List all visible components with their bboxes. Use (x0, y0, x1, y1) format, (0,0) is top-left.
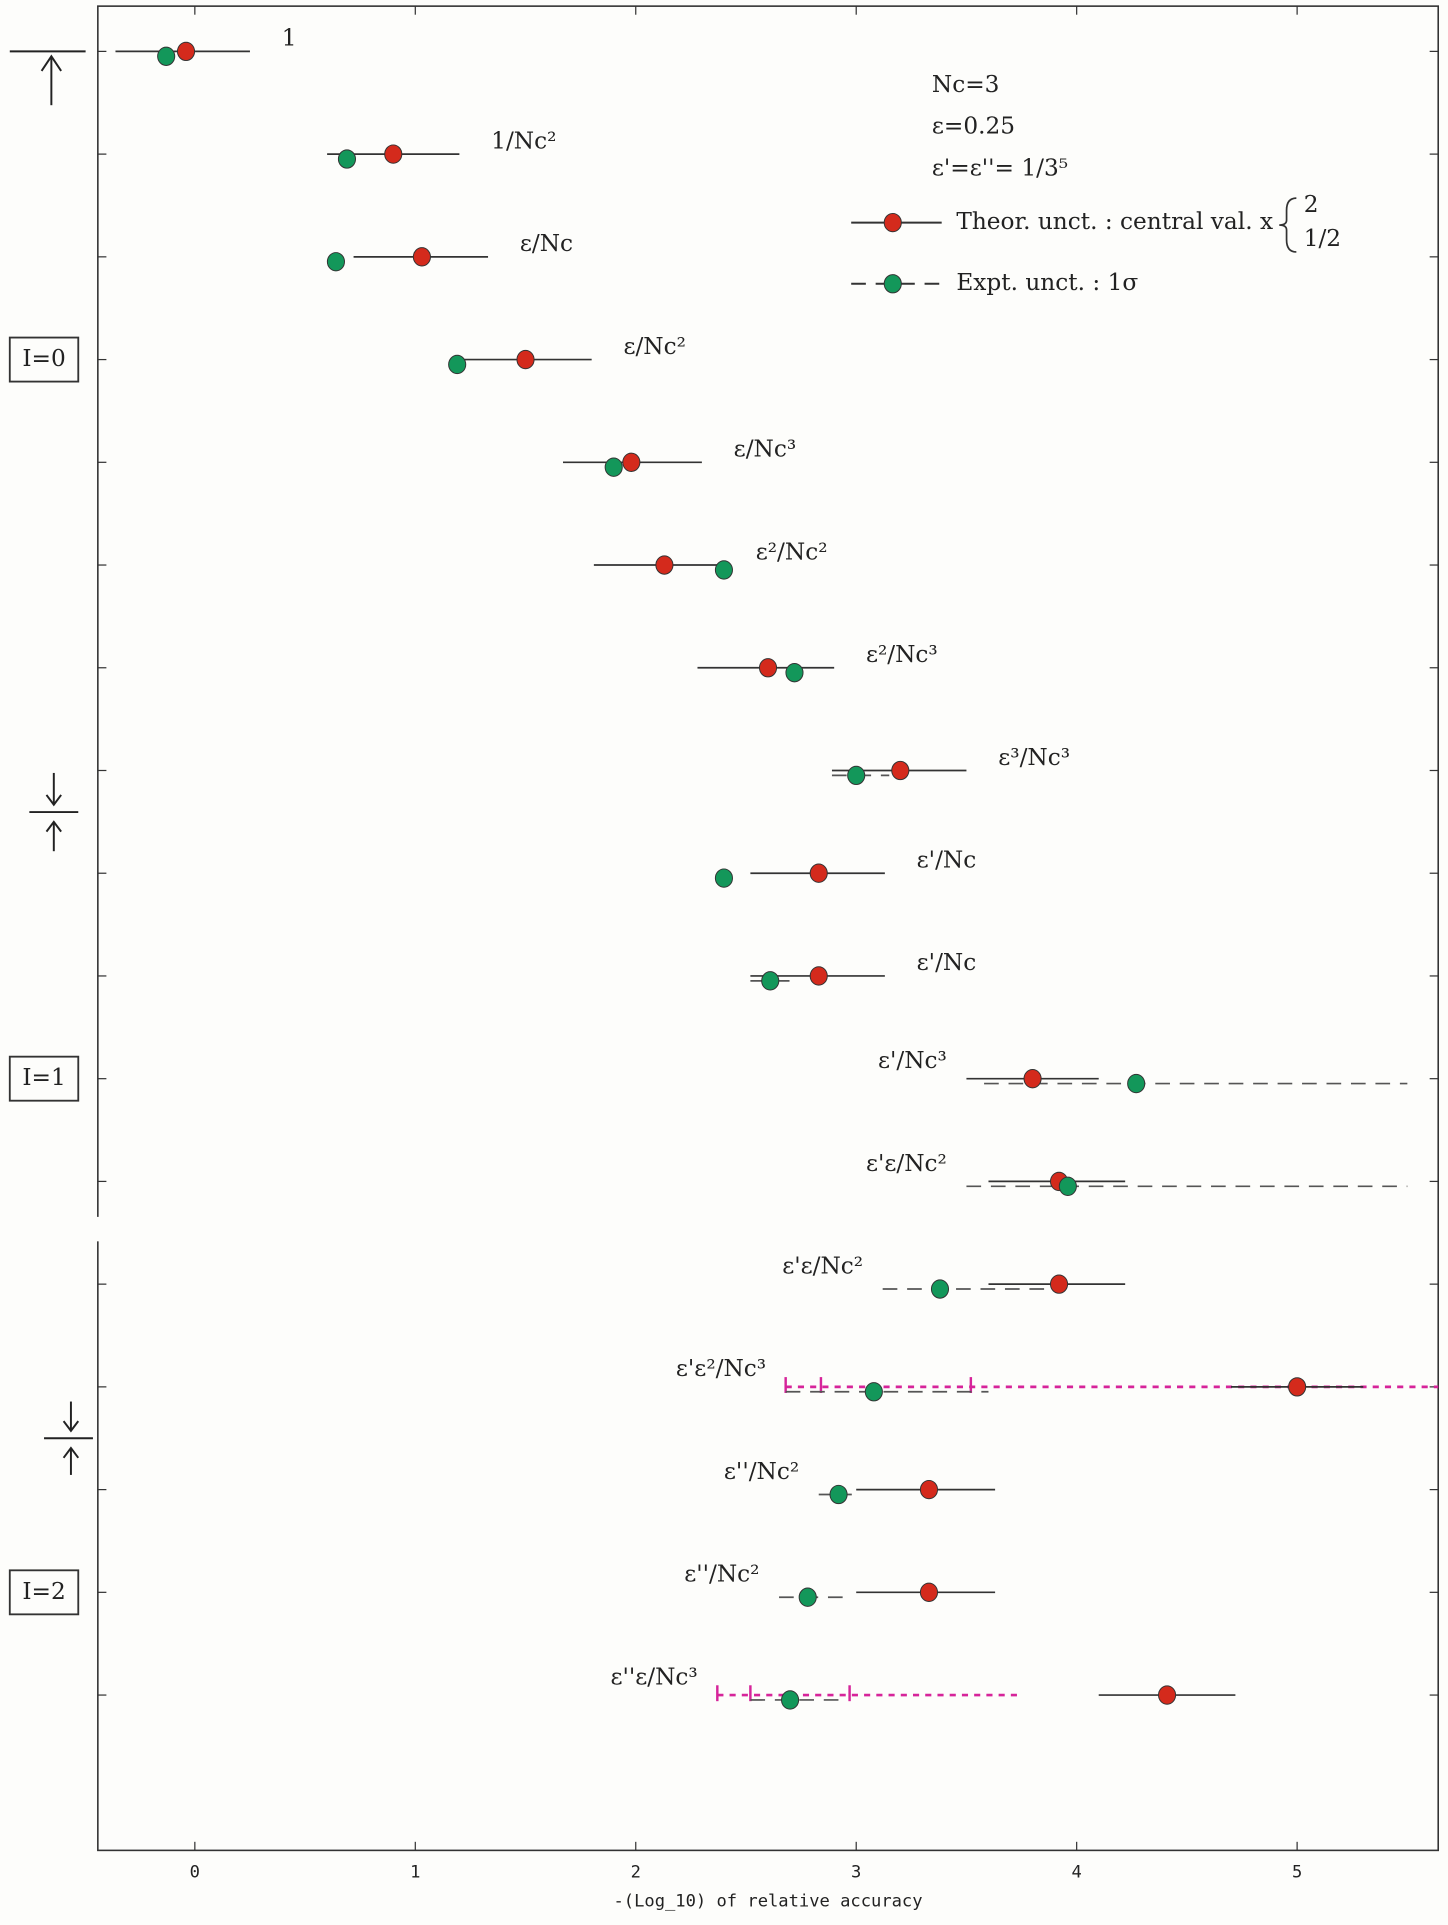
x-tick-label: 0 (190, 1862, 200, 1882)
legend-factor: 1/2 (1304, 225, 1341, 252)
page: {"chart_data": {"type": "interval", "xla… (0, 0, 1448, 1925)
x-axis-title: -(Log_10) of relative accuracy (614, 1892, 923, 1912)
param: Nc=3 (932, 71, 1000, 98)
row-label: ε''/Nc² (684, 1561, 759, 1588)
expt-point (338, 150, 355, 168)
expt-point (786, 663, 803, 681)
group-text: I=1 (22, 1064, 65, 1091)
theory-point (810, 967, 827, 985)
row-label: 1/Nc² (491, 127, 556, 154)
group-text: I=0 (22, 345, 65, 372)
group-label: I=1 (10, 1057, 78, 1101)
theory-point (385, 145, 402, 163)
row-label: ε²/Nc³ (866, 641, 938, 668)
theory-point (413, 248, 430, 266)
theory-point (892, 761, 909, 779)
theory-point (177, 42, 194, 60)
plot-frame (98, 6, 1438, 1850)
legend-marker (884, 275, 901, 293)
theory-point (920, 1480, 937, 1498)
legend-factor: 2 (1304, 191, 1319, 218)
legend-item: Theor. unct. : central val. x (851, 208, 1273, 235)
row-label: ε'ε/Nc² (866, 1150, 947, 1177)
group-label: I=0 (10, 338, 78, 382)
expt-point (830, 1485, 847, 1503)
row-label: ε³/Nc³ (998, 744, 1070, 771)
theory-point (1289, 1378, 1306, 1396)
expt-point (799, 1588, 816, 1606)
row-label: 1 (282, 25, 297, 52)
theory-point (1024, 1070, 1041, 1088)
expt-point (931, 1280, 948, 1298)
expt-point (158, 47, 175, 65)
group-label: I=2 (10, 1570, 78, 1614)
expt-point (605, 458, 622, 476)
row-label: ε''ε/Nc³ (610, 1663, 697, 1690)
theory-point (810, 864, 827, 882)
theory-point (920, 1583, 937, 1601)
legend-brace (1279, 198, 1296, 252)
expt-point (1059, 1177, 1076, 1195)
theory-point (759, 659, 776, 677)
theory-point (1158, 1686, 1175, 1704)
row-label: ε'/Nc (917, 949, 977, 976)
param: ε=0.25 (932, 113, 1015, 140)
x-tick-label: 5 (1292, 1862, 1302, 1882)
row-label: ε'ε/Nc² (782, 1253, 863, 1280)
param: ε'=ε''= 1/3⁵ (932, 154, 1068, 181)
expt-point (327, 253, 344, 271)
expt-point (715, 869, 732, 887)
legend-item: Expt. unct. : 1σ (851, 269, 1138, 296)
theory-point (623, 453, 640, 471)
row-label: ε/Nc³ (734, 436, 796, 463)
expt-point (449, 355, 466, 373)
row-label: ε/Nc (520, 230, 573, 257)
chart: -(Log_10) of relative accuracy Nc=3 ε=0.… (0, 0, 1448, 1925)
row-label: ε'/Nc³ (878, 1047, 947, 1074)
expt-point (782, 1691, 799, 1709)
theory-point (656, 556, 673, 574)
x-tick-label: 2 (631, 1862, 641, 1882)
legend-marker (884, 213, 901, 231)
theory-point (1050, 1275, 1067, 1293)
theory-point (517, 350, 534, 368)
row-label: ε²/Nc² (756, 538, 828, 565)
expt-point (715, 561, 732, 579)
side-arrows (10, 51, 93, 1475)
row-label: ε'/Nc (917, 846, 977, 873)
expt-point (848, 766, 865, 784)
expt-point (1128, 1074, 1145, 1092)
x-tick-label: 1 (410, 1862, 420, 1882)
x-tick-label: 4 (1072, 1862, 1082, 1882)
row-label: ε'ε²/Nc³ (676, 1355, 766, 1382)
row-label: ε/Nc² (623, 333, 685, 360)
row-label: ε''/Nc² (724, 1458, 799, 1485)
legend-label: Expt. unct. : 1σ (956, 269, 1138, 296)
legend-label: Theor. unct. : central val. x (956, 208, 1273, 235)
group-text: I=2 (22, 1578, 65, 1605)
expt-point (762, 972, 779, 990)
expt-point (865, 1383, 882, 1401)
x-tick-label: 3 (851, 1862, 861, 1882)
